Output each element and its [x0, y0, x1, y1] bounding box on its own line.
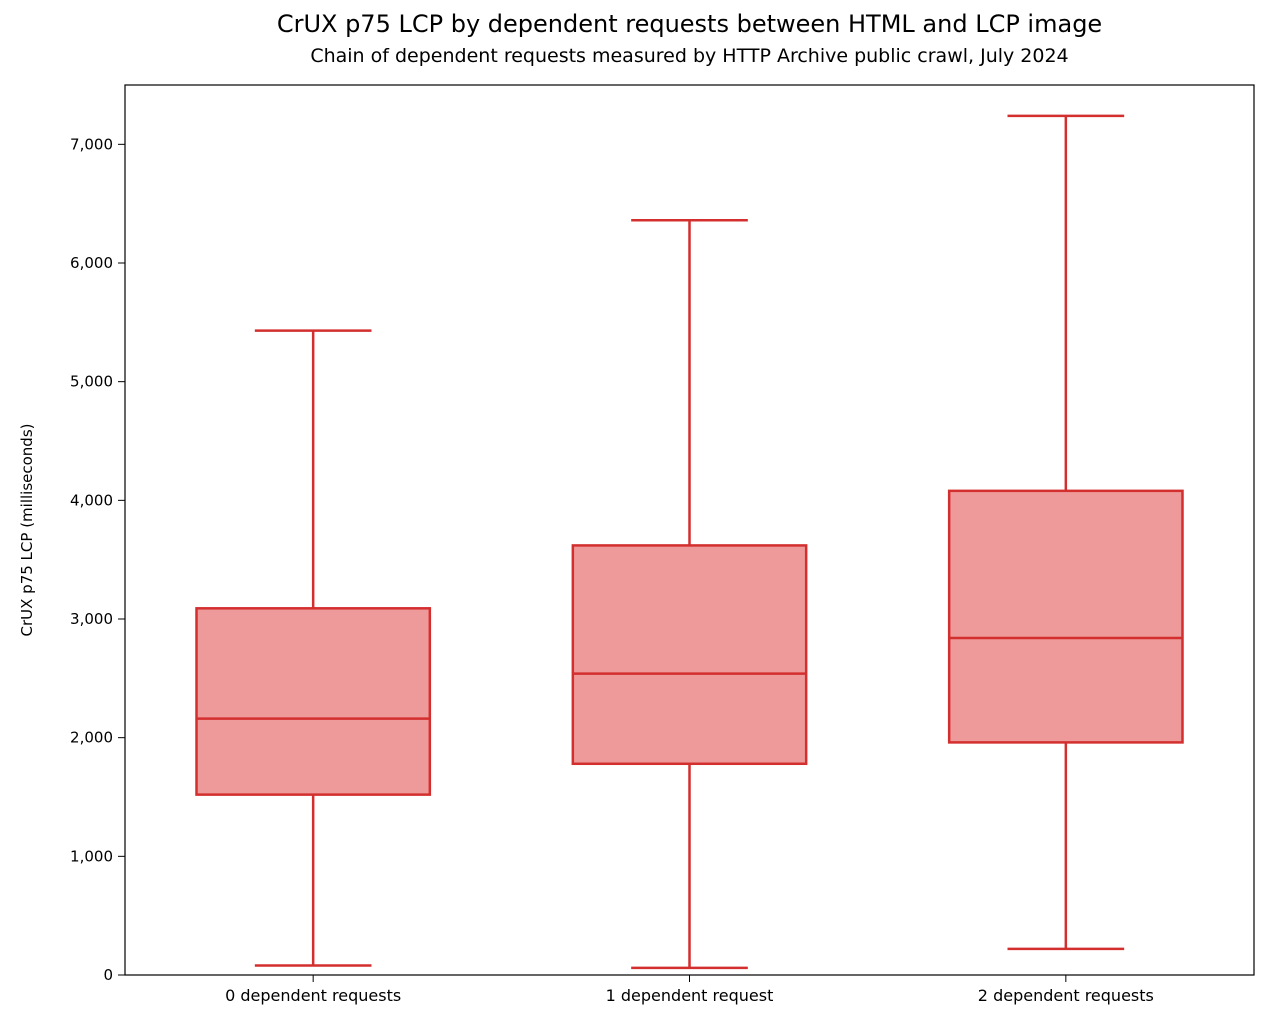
- xtick-label: 2 dependent requests: [978, 986, 1154, 1005]
- chart-subtitle: Chain of dependent requests measured by …: [310, 45, 1068, 67]
- y-axis-label: CrUX p75 LCP (milliseconds): [18, 424, 36, 637]
- xtick-label: 1 dependent request: [606, 986, 774, 1005]
- ytick-label: 1,000: [70, 847, 113, 865]
- ytick-label: 7,000: [70, 135, 113, 153]
- ytick-label: 4,000: [70, 491, 113, 509]
- ytick-label: 6,000: [70, 254, 113, 272]
- xtick-label: 0 dependent requests: [225, 986, 401, 1005]
- chart-title: CrUX p75 LCP by dependent requests betwe…: [277, 10, 1102, 38]
- ytick-label: 0: [103, 966, 113, 984]
- chart-svg: CrUX p75 LCP by dependent requests betwe…: [0, 0, 1280, 1030]
- ytick-label: 5,000: [70, 373, 113, 391]
- boxplot-chart: CrUX p75 LCP by dependent requests betwe…: [0, 0, 1280, 1030]
- ytick-label: 3,000: [70, 610, 113, 628]
- ytick-label: 2,000: [70, 729, 113, 747]
